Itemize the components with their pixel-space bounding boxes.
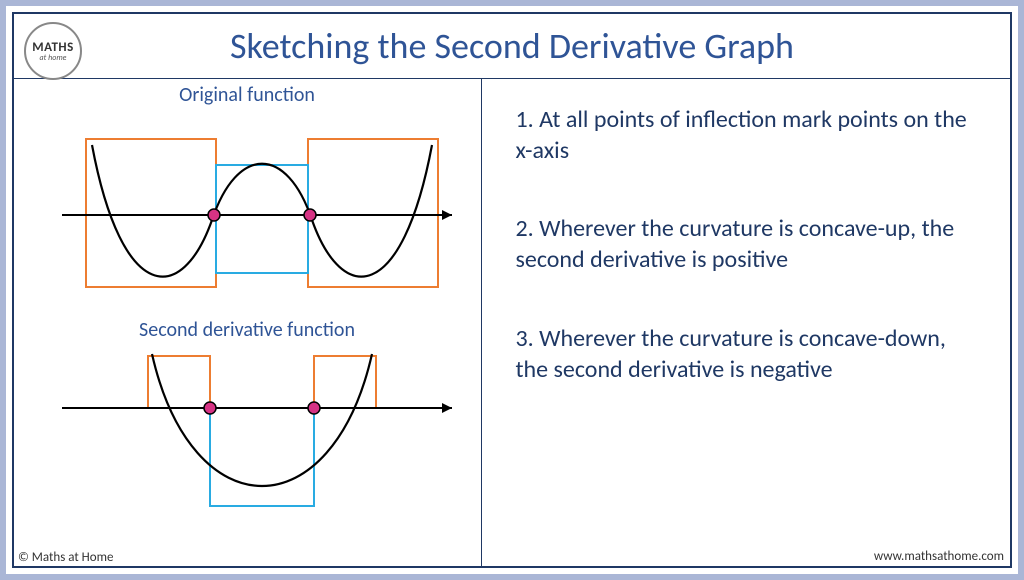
right-panel: 1. At all points of inflection mark poin…: [482, 79, 1011, 567]
footer-left: © Maths at Home: [18, 550, 113, 565]
logo-text-1: MATHS: [32, 41, 74, 54]
left-panel: Original function Second derivative func…: [14, 79, 482, 567]
outer-frame: MATHS at home Sketching the Second Deriv…: [0, 0, 1024, 580]
step-3: 3. Wherever the curvature is concave-dow…: [516, 324, 983, 385]
logo-text-2: at home: [40, 54, 67, 62]
title-row: Sketching the Second Derivative Graph: [14, 14, 1010, 79]
svg-text:Second derivative function: Second derivative function: [139, 318, 355, 342]
page-title: Sketching the Second Derivative Graph: [230, 24, 794, 68]
logo: MATHS at home: [24, 22, 82, 80]
inner-frame: MATHS at home Sketching the Second Deriv…: [12, 12, 1012, 568]
step-1: 1. At all points of inflection mark poin…: [516, 105, 983, 166]
original-function-chart: Original function: [32, 81, 462, 316]
step-2: 2. Wherever the curvature is concave-up,…: [516, 214, 983, 275]
svg-text:Original function: Original function: [179, 83, 315, 107]
body: Original function Second derivative func…: [14, 79, 1010, 567]
footer-right: www.mathsathome.com: [874, 549, 1004, 564]
second-derivative-chart: Second derivative function: [32, 316, 462, 531]
